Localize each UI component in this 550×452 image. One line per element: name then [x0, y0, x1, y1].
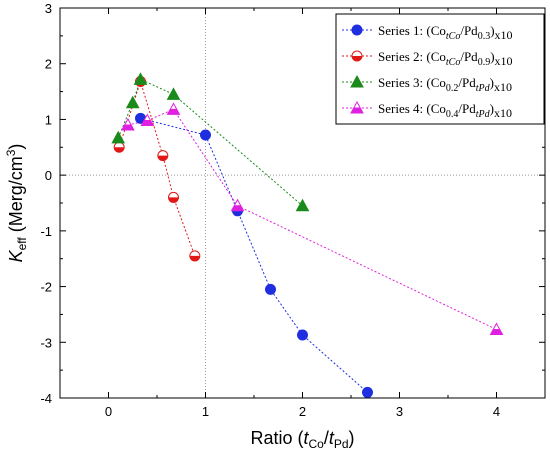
series-2-point: [189, 250, 201, 262]
legend-marker: [351, 50, 363, 62]
series-4-point: [489, 322, 504, 335]
series-1-point: [200, 129, 211, 141]
series-1-point: [297, 329, 308, 341]
x-tick-label: 3: [396, 404, 403, 419]
y-tick-label: -3: [40, 335, 52, 350]
y-tick-label: 0: [45, 168, 52, 183]
series-markers: [111, 72, 504, 398]
series-1-point: [264, 283, 276, 295]
legend-label: Series 4: (Co0.4/PdtPd)x10: [378, 101, 512, 120]
x-tick-label: 4: [493, 404, 500, 419]
series-lines: [117, 78, 497, 393]
series-1-line: [140, 117, 368, 393]
y-axis: 3 2 1 0 -1 -2 -3 -4: [40, 1, 545, 406]
series-3-point: [125, 95, 140, 109]
y-tick-label: 1: [45, 112, 52, 127]
series-4-point: [140, 113, 155, 127]
y-tick-label: -1: [40, 224, 52, 239]
legend-box: [335, 13, 545, 125]
series-3-point: [133, 72, 148, 85]
y-tick-label: 3: [45, 1, 52, 16]
x-tick-label: 0: [105, 404, 112, 419]
x-tick-label: 1: [202, 404, 209, 419]
series-4-point: [230, 198, 245, 212]
series-2-point: [113, 141, 125, 153]
series-3-point: [111, 130, 126, 144]
series-3-point: [295, 198, 310, 212]
series-2-point: [167, 191, 179, 203]
legend-marker: [350, 74, 364, 88]
series-4-line: [127, 108, 497, 330]
y-axis-title: Keff (Merg/cm3): [4, 144, 29, 263]
series-3-point: [166, 87, 181, 100]
x-tick-label: 2: [299, 404, 306, 419]
legend-label: Series 3: (Co0.2/PdtPd)x10: [378, 75, 512, 94]
series-4-point: [121, 117, 135, 131]
series-4-point: [166, 102, 181, 115]
legend-marker: [351, 24, 363, 36]
series-2-point: [157, 150, 169, 162]
series-3-line: [117, 78, 303, 207]
y-tick-label: -2: [40, 280, 52, 295]
x-axis-title: Ratio (tCo/tPd): [250, 428, 354, 451]
y-tick-label: 2: [45, 57, 52, 72]
legend-label: Series 2: (CotCo/Pd0.9)x10: [378, 49, 513, 68]
legend-label: Series 1: (CotCo/Pd0.3)x10: [378, 23, 513, 42]
legend: Series 1: (CotCo/Pd0.3)x10 Series 2: (Cot…: [335, 13, 545, 125]
legend-marker: [350, 100, 364, 114]
reference-lines: [60, 8, 545, 398]
series-1-point: [361, 386, 373, 398]
y-tick-label: -4: [40, 391, 52, 406]
